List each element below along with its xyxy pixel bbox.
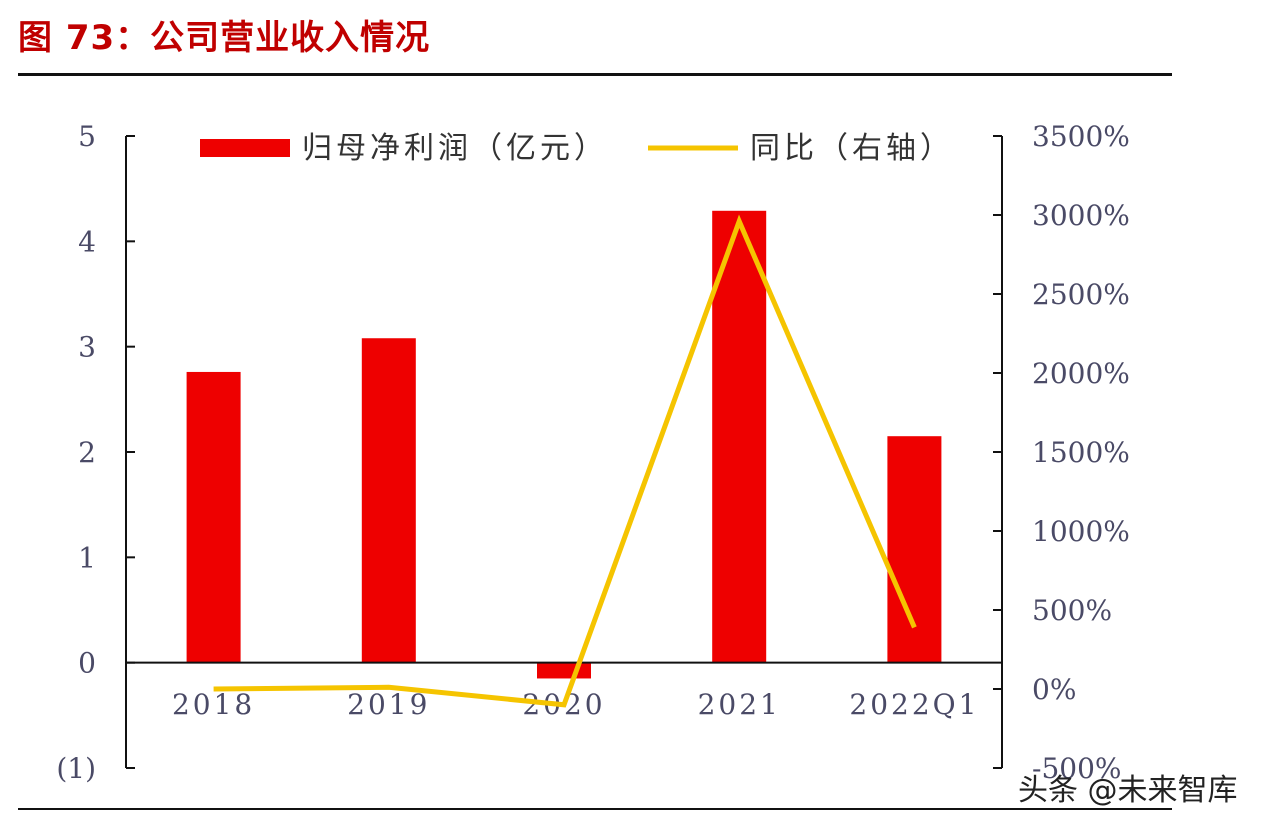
left-axis-tick-label: 0 (78, 647, 96, 680)
category-label-2021: 2021 (698, 688, 781, 721)
legend: 归母净利润（亿元） 同比（右轴） (200, 131, 954, 166)
left-axis-tick-label: 2 (78, 436, 96, 469)
category-label-2018: 2018 (172, 688, 255, 721)
yoy-line (213, 214, 917, 708)
bar-2021 (712, 210, 767, 663)
watermark: 头条 @未来智库 (1018, 773, 1238, 808)
bar-2022Q1 (887, 436, 942, 663)
category-labels: 2018 2019 2020 2021 2022Q1 (172, 688, 979, 721)
left-axis-tick-label: 5 (78, 120, 96, 153)
right-axis-tick-label: 1000% (1032, 515, 1130, 548)
top-rule (18, 73, 1172, 76)
figure-title: 图 73：公司营业收入情况 (18, 18, 431, 58)
right-axis-tick-label: 3000% (1032, 199, 1130, 232)
bottom-rule (18, 808, 1172, 810)
right-axis-tick-label: 1500% (1032, 436, 1130, 469)
right-axis-tick-label: 2500% (1032, 278, 1130, 311)
left-axis-tick-label: (1) (56, 752, 96, 785)
legend-bar-swatch (200, 139, 290, 157)
left-axis-tick-label: 1 (78, 541, 96, 574)
right-axis-tick-label: 0% (1032, 673, 1076, 706)
bar-series (186, 210, 942, 679)
category-label-2019: 2019 (347, 688, 430, 721)
line-series (213, 214, 917, 708)
bar-2018 (186, 371, 241, 663)
right-axis-tick-label: -500% (1032, 752, 1122, 785)
right-axis-tick-label: 3500% (1032, 120, 1130, 153)
right-axis: 3500% 3000% 2500% 2000% 1500% 1000% 500% 0% -500… (993, 120, 1130, 785)
right-axis-tick-label: 500% (1032, 594, 1112, 627)
right-axis-tick-label: 2000% (1032, 357, 1130, 390)
left-axis-tick-label: 3 (78, 331, 96, 364)
bar-2019 (361, 338, 416, 663)
legend-bar-label: 归母净利润（亿元） (302, 131, 608, 166)
bar-2020 (537, 662, 591, 679)
legend-line-label: 同比（右轴） (750, 131, 954, 166)
left-axis-tick-label: 4 (78, 225, 96, 258)
category-label-2022Q1: 2022Q1 (849, 688, 979, 721)
left-axis: 5 4 3 2 1 0 (1) (56, 120, 135, 785)
